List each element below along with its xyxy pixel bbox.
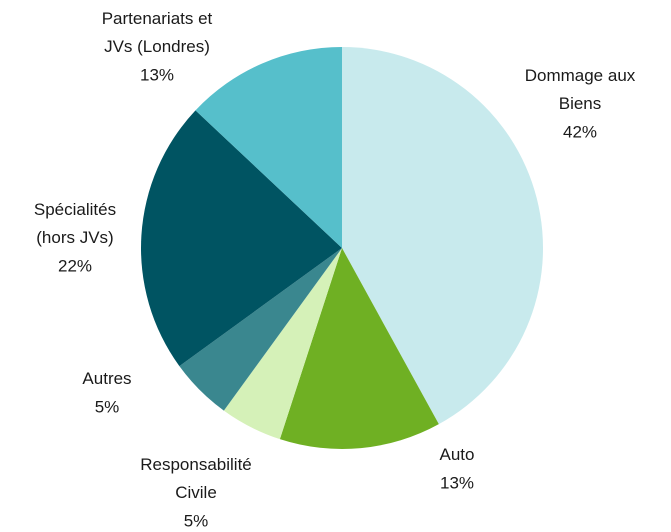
value-label: 42% [563, 122, 597, 141]
pie-slice [342, 47, 543, 425]
value-label: 5% [184, 511, 209, 530]
value-label: 5% [95, 397, 120, 416]
pie-slice [279, 248, 439, 449]
pie-slice [223, 248, 342, 440]
pie-slice [195, 47, 342, 248]
slice-label: Responsabilité Civile [140, 455, 252, 502]
slice-label: Autres [82, 369, 131, 388]
slice-label: Spécialités (hors JVs) [34, 200, 116, 247]
pie-slice [141, 110, 342, 367]
slice-label: Auto [440, 445, 475, 464]
slice-label: Dommage aux Biens [525, 66, 636, 113]
pie-slice [179, 248, 342, 411]
value-label: 22% [58, 256, 92, 275]
value-label: 13% [140, 65, 174, 84]
value-label: 13% [440, 473, 474, 492]
slice-label: Partenariats et JVs (Londres) [102, 9, 213, 56]
